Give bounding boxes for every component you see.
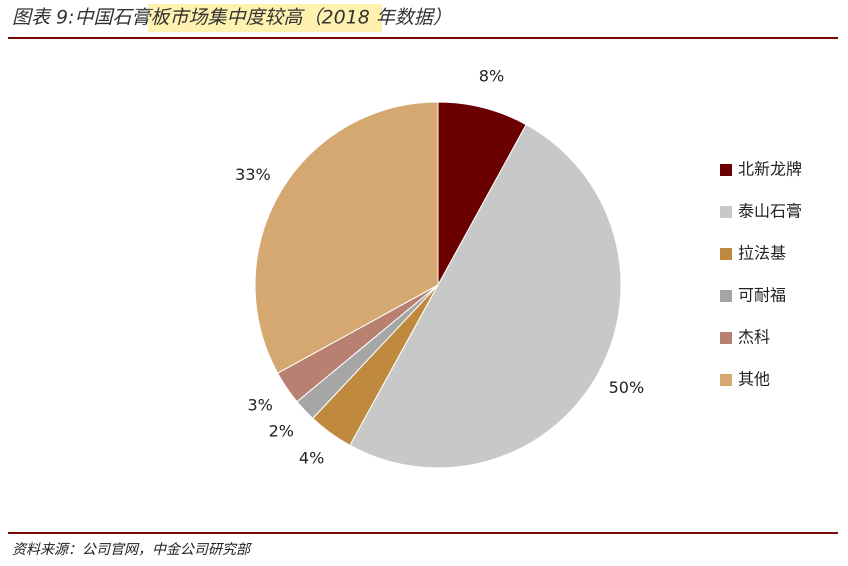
source: 资料来源：公司官网，中金公司研究部 — [12, 542, 252, 558]
legend-swatch — [720, 332, 732, 344]
legend-label: 泰山石膏 — [738, 202, 802, 221]
pie-slice — [437, 101, 527, 286]
value-label: 4% — [299, 448, 324, 467]
title-highlight — [148, 4, 382, 32]
value-label: 3% — [247, 395, 272, 414]
legend-label: 拉法基 — [738, 244, 786, 263]
legend-label: 北新龙牌 — [738, 160, 802, 179]
value-label: 2% — [269, 422, 294, 441]
legend-label: 杰科 — [738, 328, 770, 347]
value-label: 50% — [609, 378, 645, 397]
value-label: 33% — [235, 165, 271, 184]
legend-label: 可耐福 — [738, 286, 786, 305]
legend-swatch — [720, 206, 732, 218]
pie-slice — [254, 101, 439, 374]
legend-swatch — [720, 248, 732, 260]
legend-label: 其他 — [738, 370, 770, 389]
value-label: 8% — [479, 66, 504, 85]
pie-slice — [349, 123, 622, 469]
legend-swatch — [720, 290, 732, 302]
legend-swatch — [720, 164, 732, 176]
legend-swatch — [720, 374, 732, 386]
chart-title: 图表 9:中国石膏板市场集中度较高（2018 年数据） — [12, 7, 452, 29]
